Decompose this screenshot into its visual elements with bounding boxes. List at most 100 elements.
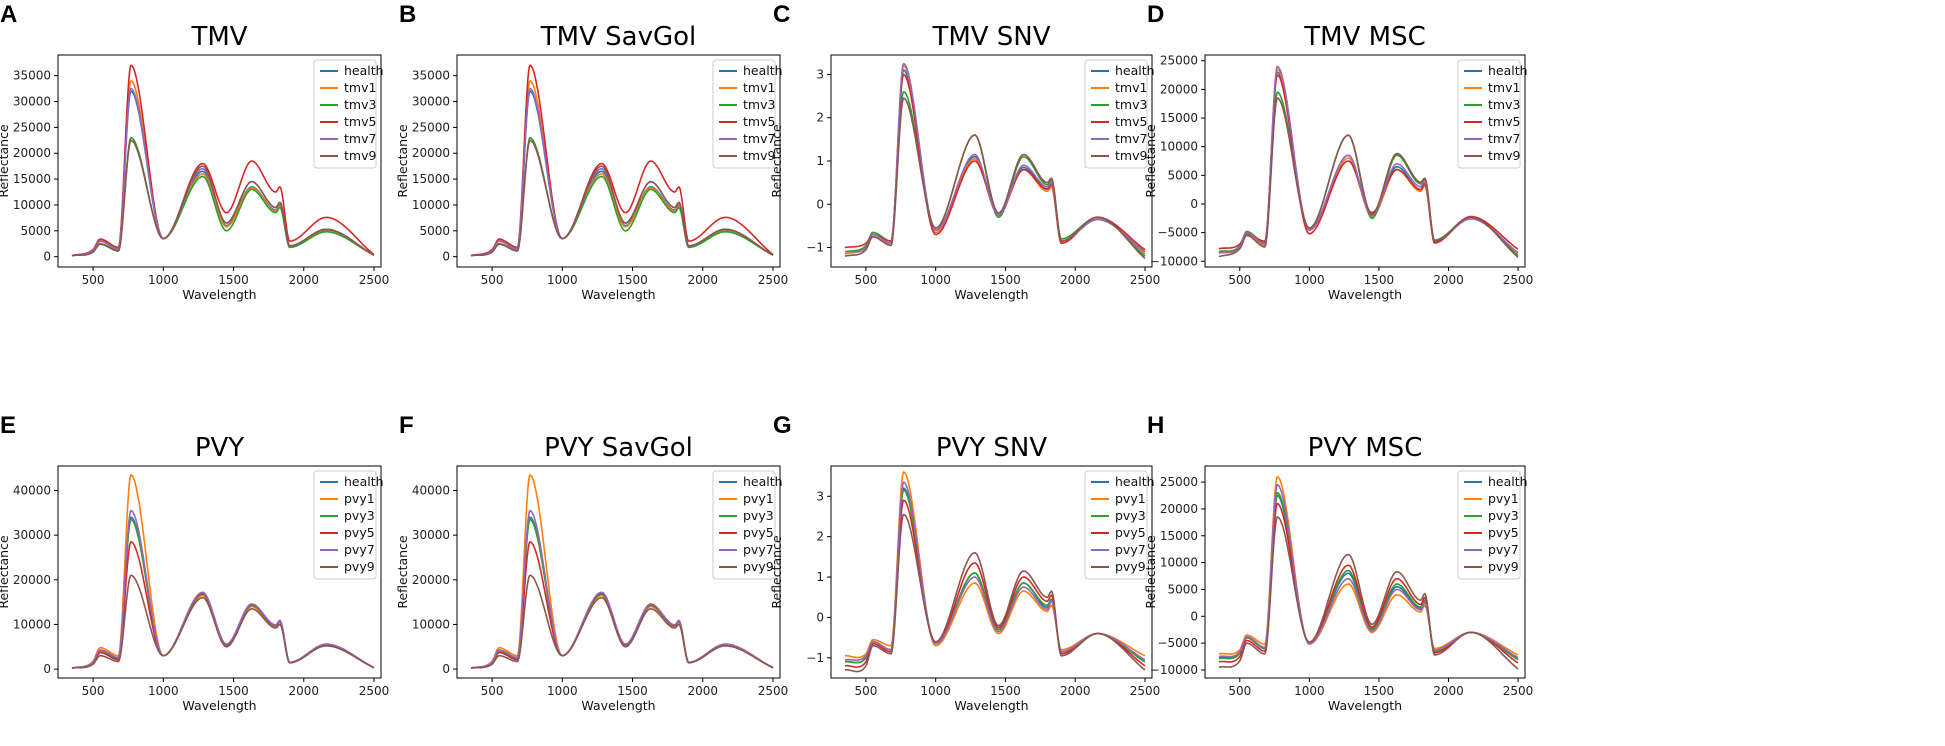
legend-item-tmv7: tmv7 bbox=[344, 131, 376, 146]
y-tick-label: 2 bbox=[816, 111, 824, 125]
x-tick-label: 1500 bbox=[218, 273, 249, 287]
x-tick-label: 2500 bbox=[359, 684, 390, 698]
series-line-pvy9 bbox=[844, 513, 1146, 673]
legend-item-pvy3: pvy3 bbox=[743, 508, 774, 523]
plot-frame bbox=[57, 54, 382, 268]
y-tick-label: 15000 bbox=[412, 172, 450, 186]
series-line-pvy9 bbox=[71, 574, 375, 669]
legend-item-pvy9: pvy9 bbox=[1488, 559, 1519, 574]
chart-panel-g: G PVY SNV 500 1000 1500 2000 2500 −1 0 1 2 3 Wavelen… bbox=[769, 412, 1160, 713]
plot-frame bbox=[57, 465, 382, 679]
x-tick-label: 2000 bbox=[288, 684, 319, 698]
y-tick-label: 5000 bbox=[1167, 168, 1198, 182]
y-tick-label: −5000 bbox=[1157, 636, 1198, 650]
y-tick-label: 0 bbox=[442, 250, 450, 264]
x-tick-label: 1000 bbox=[1294, 684, 1325, 698]
y-tick-label: 40000 bbox=[13, 484, 51, 498]
y-axis-label: Reflectance bbox=[1143, 535, 1158, 609]
y-tick-label: 0 bbox=[1190, 197, 1198, 211]
legend-item-pvy7: pvy7 bbox=[1488, 542, 1519, 557]
legend-item-tmv9: tmv9 bbox=[743, 148, 775, 163]
plot-frame bbox=[456, 54, 781, 268]
chart-title: PVY bbox=[195, 433, 244, 463]
y-tick-label: −1 bbox=[806, 241, 824, 255]
y-tick-label: −10000 bbox=[1150, 663, 1198, 677]
y-tick-label: 20000 bbox=[1160, 502, 1198, 516]
legend-item-pvy3: pvy3 bbox=[344, 508, 375, 523]
legend-item-health: health bbox=[344, 474, 384, 489]
y-tick-label: 5000 bbox=[1167, 582, 1198, 596]
y-tick-label: 5000 bbox=[20, 224, 51, 238]
chart-title: PVY MSC bbox=[1308, 433, 1423, 463]
y-tick-label: 25000 bbox=[412, 120, 450, 134]
legend-item-pvy3: pvy3 bbox=[1115, 508, 1146, 523]
legend-item-tmv3: tmv3 bbox=[344, 97, 376, 112]
series-line-tmv9 bbox=[1218, 97, 1519, 258]
legend-item-pvy7: pvy7 bbox=[743, 542, 774, 557]
chart-panel-d: D TMV MSC 500 1000 1500 2000 2500 −10000 −5000 0 5… bbox=[1143, 1, 1533, 302]
x-tick-label: 1000 bbox=[920, 273, 951, 287]
panel-label: B bbox=[399, 1, 416, 28]
x-tick-label: 1000 bbox=[148, 273, 179, 287]
chart-title: PVY SavGol bbox=[544, 433, 693, 463]
y-tick-label: 15000 bbox=[1160, 529, 1198, 543]
legend-item-pvy9: pvy9 bbox=[344, 559, 375, 574]
panel-label: E bbox=[0, 412, 16, 439]
legend-item-tmv7: tmv7 bbox=[1115, 131, 1147, 146]
x-tick-label: 1500 bbox=[218, 684, 249, 698]
y-tick-label: 20000 bbox=[412, 573, 450, 587]
chart-panel-e: E PVY 500 1000 1500 2000 2500 0 10000 20000 30000 4… bbox=[0, 412, 389, 713]
y-tick-label: 2 bbox=[816, 530, 824, 544]
x-tick-label: 1000 bbox=[148, 684, 179, 698]
legend-item-tmv5: tmv5 bbox=[1115, 114, 1147, 129]
y-axis-label: Reflectance bbox=[395, 535, 410, 609]
x-tick-label: 500 bbox=[854, 273, 877, 287]
series-lines bbox=[470, 473, 774, 669]
legend: health pvy1 pvy3 pvy5 pvy7 pvy9 bbox=[1084, 470, 1155, 580]
x-tick-label: 1500 bbox=[617, 684, 648, 698]
chart-panel-c: C TMV SNV 500 1000 1500 2000 2500 −1 0 1 2 3 Wavelen… bbox=[769, 1, 1160, 302]
x-tick-label: 500 bbox=[1228, 684, 1251, 698]
legend-item-pvy9: pvy9 bbox=[743, 559, 774, 574]
legend-item-tmv1: tmv1 bbox=[1488, 80, 1520, 95]
legend-item-tmv9: tmv9 bbox=[1115, 148, 1147, 163]
legend: health pvy1 pvy3 pvy5 pvy7 pvy9 bbox=[1457, 470, 1528, 580]
legend: health tmv1 tmv3 tmv5 tmv7 tmv9 bbox=[712, 59, 783, 169]
x-tick-label: 500 bbox=[82, 273, 105, 287]
legend-item-tmv9: tmv9 bbox=[344, 148, 376, 163]
y-tick-label: 35000 bbox=[13, 69, 51, 83]
x-axis-label: Wavelength bbox=[954, 287, 1028, 302]
y-tick-label: 20000 bbox=[1160, 82, 1198, 96]
x-tick-label: 1000 bbox=[547, 273, 578, 287]
x-tick-label: 2500 bbox=[1503, 684, 1534, 698]
x-tick-label: 1500 bbox=[990, 273, 1021, 287]
series-lines bbox=[71, 473, 375, 669]
y-tick-label: 3 bbox=[816, 67, 824, 81]
x-tick-label: 500 bbox=[481, 273, 504, 287]
y-axis-label: Reflectance bbox=[1143, 124, 1158, 198]
legend-item-tmv5: tmv5 bbox=[743, 114, 775, 129]
legend-item-tmv1: tmv1 bbox=[344, 80, 376, 95]
x-tick-label: 2500 bbox=[1503, 273, 1534, 287]
y-tick-label: 10000 bbox=[13, 198, 51, 212]
y-tick-label: −1 bbox=[806, 651, 824, 665]
y-tick-label: 10000 bbox=[13, 617, 51, 631]
series-line-pvy9 bbox=[470, 574, 774, 669]
legend-item-tmv7: tmv7 bbox=[1488, 131, 1520, 146]
plot-frame bbox=[456, 465, 781, 679]
legend-item-tmv9: tmv9 bbox=[1488, 148, 1520, 163]
x-tick-label: 2500 bbox=[359, 273, 390, 287]
x-tick-label: 1000 bbox=[920, 684, 951, 698]
series-lines bbox=[71, 64, 375, 257]
legend: health pvy1 pvy3 pvy5 pvy7 pvy9 bbox=[712, 470, 783, 580]
x-axis-label: Wavelength bbox=[1328, 698, 1402, 713]
legend-item-pvy5: pvy5 bbox=[344, 525, 375, 540]
plot-frame bbox=[830, 465, 1153, 679]
legend-item-pvy7: pvy7 bbox=[1115, 542, 1146, 557]
legend-item-tmv3: tmv3 bbox=[1488, 97, 1520, 112]
x-tick-label: 500 bbox=[1228, 273, 1251, 287]
x-tick-label: 2500 bbox=[758, 273, 789, 287]
series-lines bbox=[1218, 65, 1519, 258]
series-lines bbox=[470, 64, 774, 257]
